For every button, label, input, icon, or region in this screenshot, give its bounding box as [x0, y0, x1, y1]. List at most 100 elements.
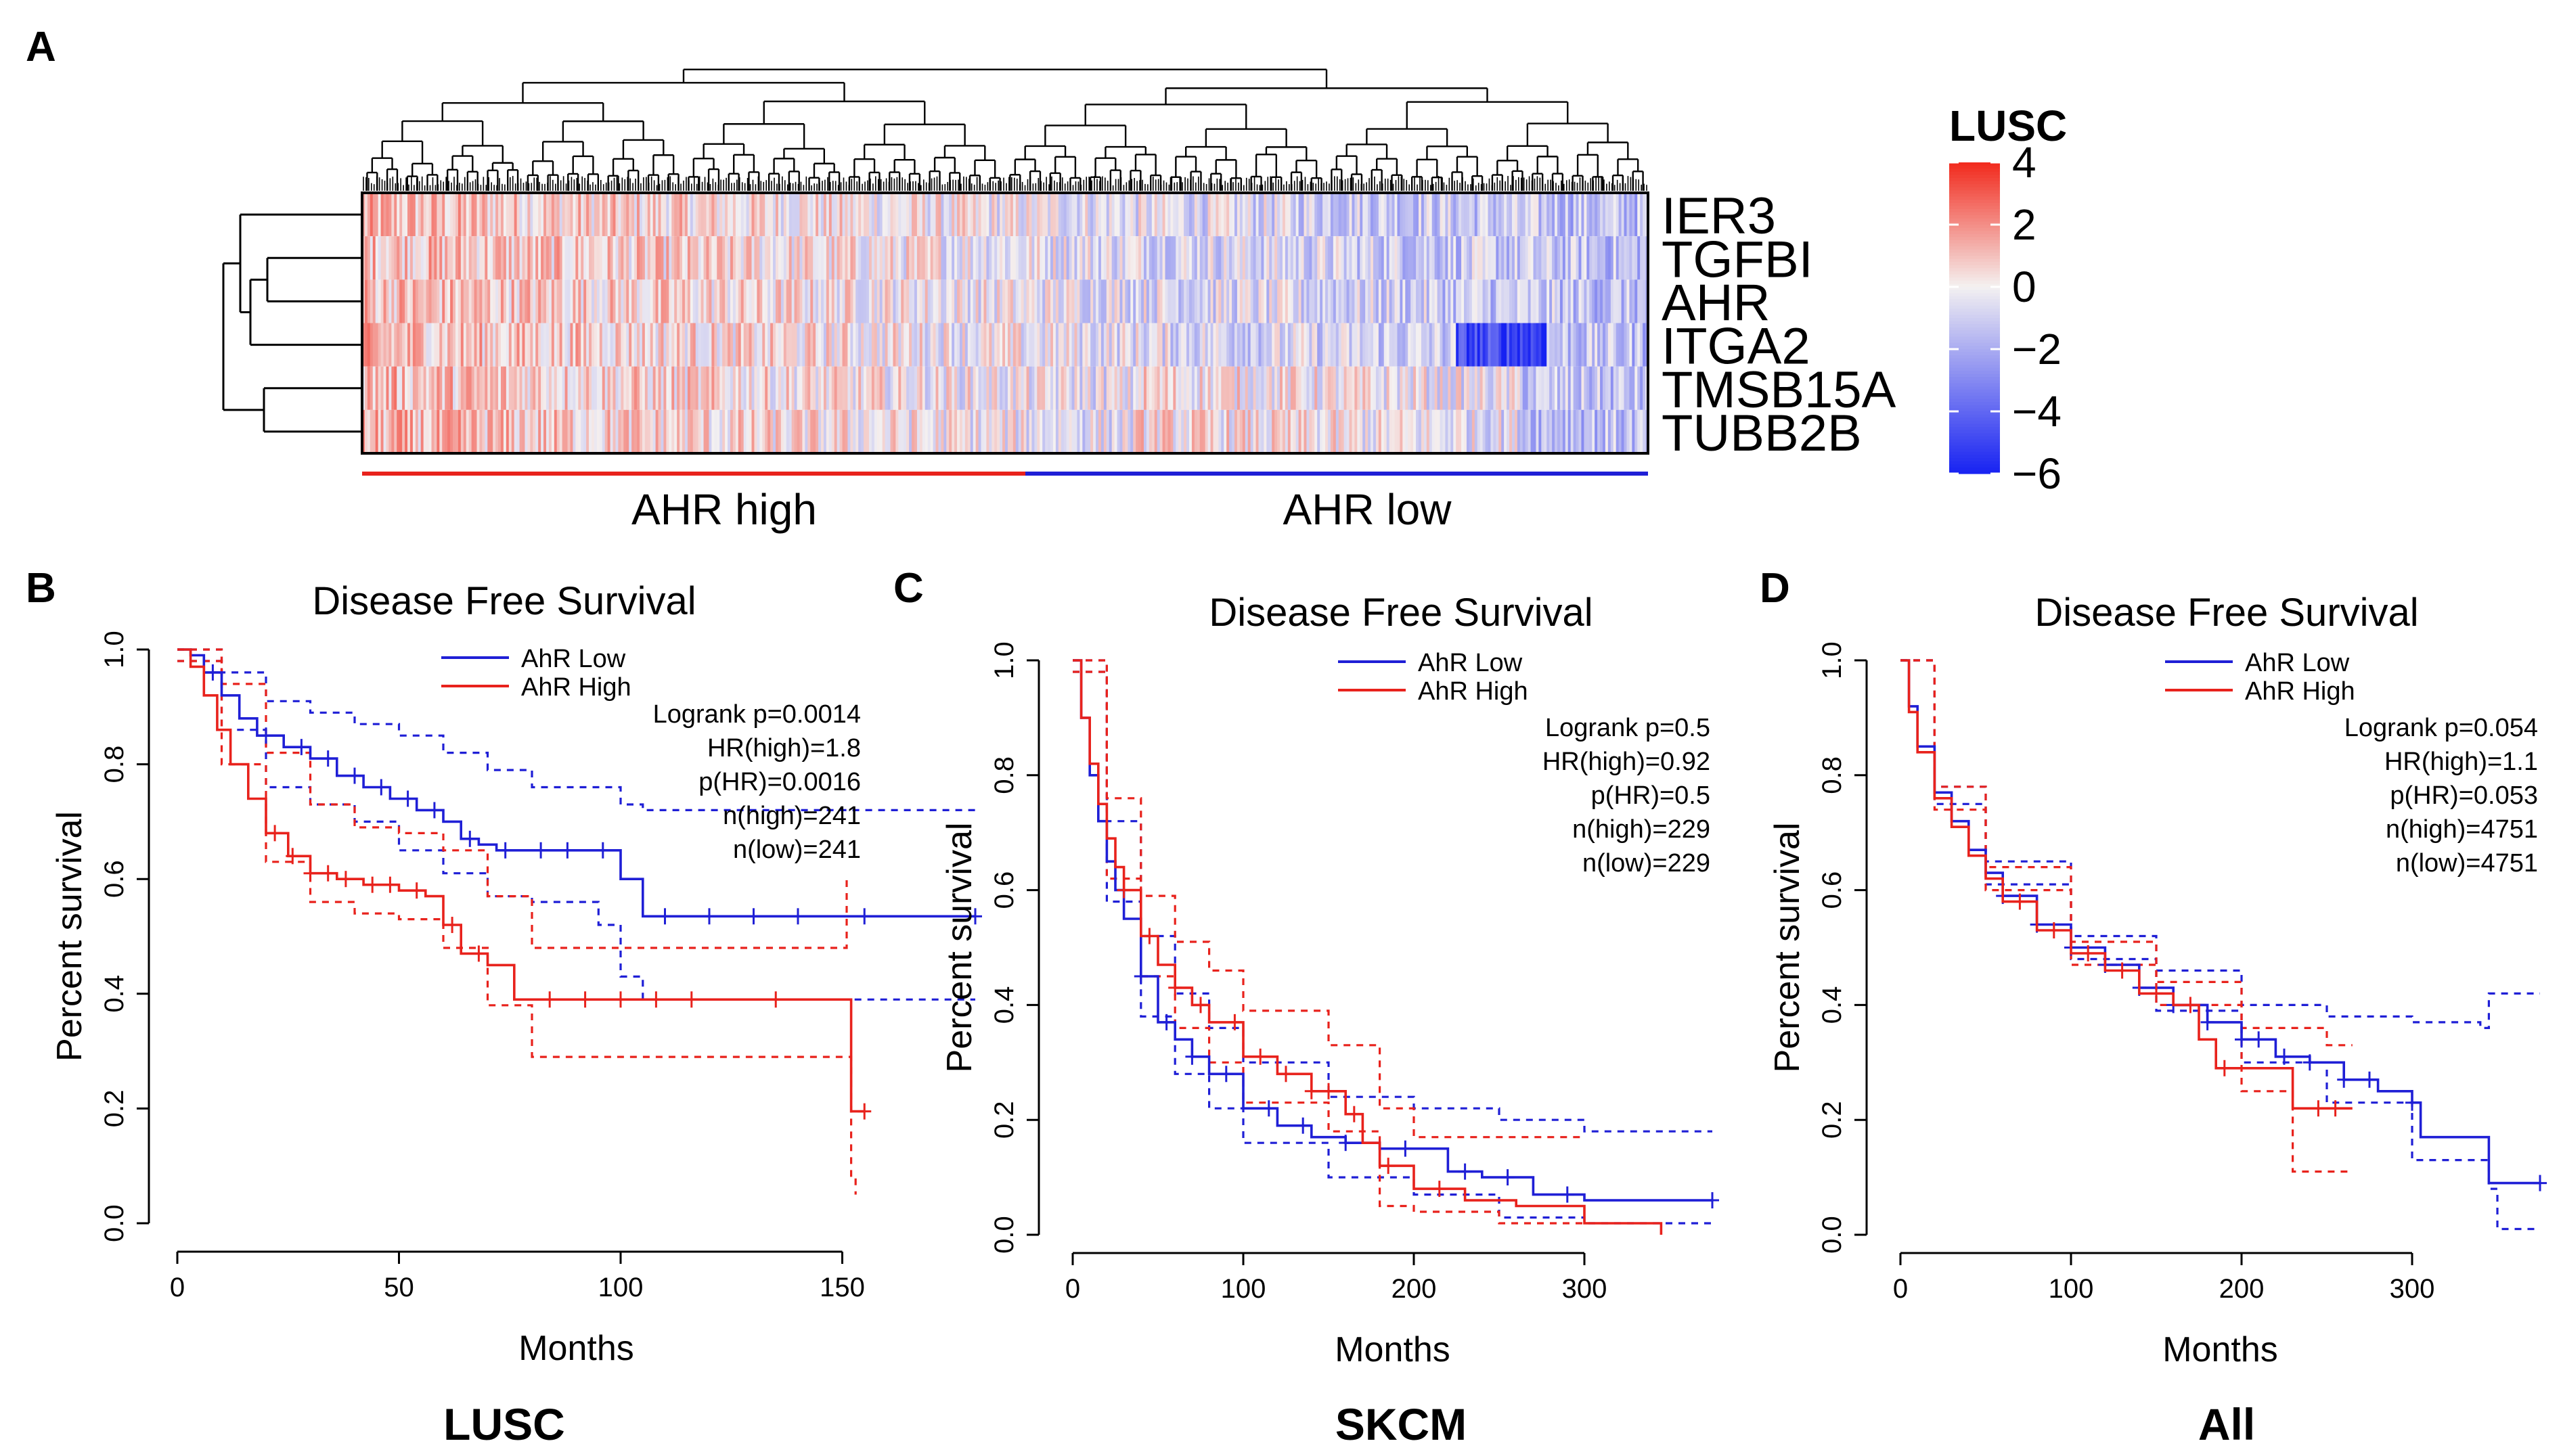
heat-cell [370, 366, 374, 410]
heat-cell [533, 279, 536, 323]
confidence-band-line [177, 660, 975, 1001]
heat-cell [453, 409, 456, 453]
heat-cell [1400, 366, 1403, 410]
heat-cell [1277, 236, 1280, 280]
heat-cell [1461, 409, 1465, 453]
heat-cell [1405, 193, 1408, 237]
color-key-step [1949, 392, 2000, 396]
heat-cell [890, 236, 894, 280]
heat-cell [1408, 366, 1411, 410]
heat-cell [1602, 236, 1606, 280]
heat-cell [1079, 193, 1083, 237]
heat-cell [1559, 366, 1563, 410]
heat-cell [1002, 323, 1006, 367]
heat-cell [405, 279, 408, 323]
heat-cell [1205, 193, 1209, 237]
heat-cell [1207, 323, 1211, 367]
heat-cell [1394, 236, 1398, 280]
heat-cell [1431, 366, 1435, 410]
heat-cell [927, 279, 931, 323]
heat-cell [1466, 279, 1470, 323]
heat-cell [1290, 323, 1294, 367]
heat-cell [1573, 366, 1577, 410]
heat-cell [514, 366, 518, 410]
heat-cell [1149, 366, 1153, 410]
heat-cell [914, 279, 918, 323]
heat-cell [1098, 409, 1102, 453]
heat-cell [629, 323, 632, 367]
heat-cell [1042, 409, 1046, 453]
heat-cell [1354, 366, 1358, 410]
heat-cell [831, 366, 835, 410]
heat-cell [871, 409, 875, 453]
heat-cell [1034, 236, 1038, 280]
heat-cell [1610, 279, 1614, 323]
heat-cell [1400, 323, 1403, 367]
heat-cell [1586, 279, 1590, 323]
heat-cell [535, 193, 539, 237]
heat-cell [487, 236, 491, 280]
heat-cell [1176, 323, 1179, 367]
heat-cell [564, 279, 569, 323]
heat-cell [1165, 193, 1169, 237]
heat-cell [1242, 193, 1246, 237]
heat-cell [1421, 279, 1425, 323]
heat-cell [1365, 366, 1368, 410]
heat-cell [751, 323, 755, 367]
heat-cell [1253, 279, 1257, 323]
heat-cell [511, 366, 515, 410]
heat-cell [885, 279, 889, 323]
heat-cell [383, 366, 387, 410]
heat-cell [826, 323, 830, 367]
heat-cell [1450, 279, 1454, 323]
heat-cell [1077, 236, 1080, 280]
heat-cell [629, 193, 632, 237]
heat-cell [394, 279, 397, 323]
heat-cell [573, 366, 576, 410]
heat-cell [1605, 279, 1609, 323]
heat-cell [1258, 193, 1262, 237]
heat-cell [1133, 193, 1136, 237]
heat-cell [743, 193, 747, 237]
heat-cell [1261, 323, 1264, 367]
heat-cell [992, 409, 995, 453]
heat-cell [1290, 193, 1294, 237]
heat-cell [904, 193, 907, 237]
heat-cell [1226, 193, 1230, 237]
heat-cell [1218, 366, 1222, 410]
heat-cell [1413, 236, 1417, 280]
heat-cell [834, 323, 838, 367]
heat-cell [1408, 193, 1411, 237]
heat-cell [1250, 193, 1254, 237]
heat-cell [967, 279, 971, 323]
heat-cell [994, 323, 998, 367]
heat-cell [397, 193, 400, 237]
heat-cell [714, 279, 717, 323]
heat-cell [437, 366, 440, 410]
heat-cell [450, 193, 453, 237]
heat-cell [1573, 236, 1577, 280]
heat-cell [1362, 193, 1366, 237]
heat-cell [861, 366, 864, 410]
heat-cell [1632, 279, 1635, 323]
heat-cell [1050, 193, 1054, 237]
heat-cell [511, 193, 515, 237]
heat-cell [1210, 236, 1214, 280]
heat-cell [634, 323, 638, 367]
heat-cell [740, 323, 744, 367]
heat-cell [1626, 279, 1630, 323]
heat-cell [759, 366, 763, 410]
heat-cell [1287, 236, 1291, 280]
heat-cell [1306, 279, 1310, 323]
heat-cell [1117, 366, 1121, 410]
heat-cell [1597, 236, 1601, 280]
heat-cell [1055, 366, 1059, 410]
heat-cell [1621, 193, 1625, 237]
heat-cell [1237, 323, 1241, 367]
heat-cell [986, 323, 989, 367]
heat-cell [583, 236, 587, 280]
heat-cell [538, 409, 541, 453]
heat-cell [1197, 236, 1201, 280]
heat-cell [1440, 366, 1444, 410]
